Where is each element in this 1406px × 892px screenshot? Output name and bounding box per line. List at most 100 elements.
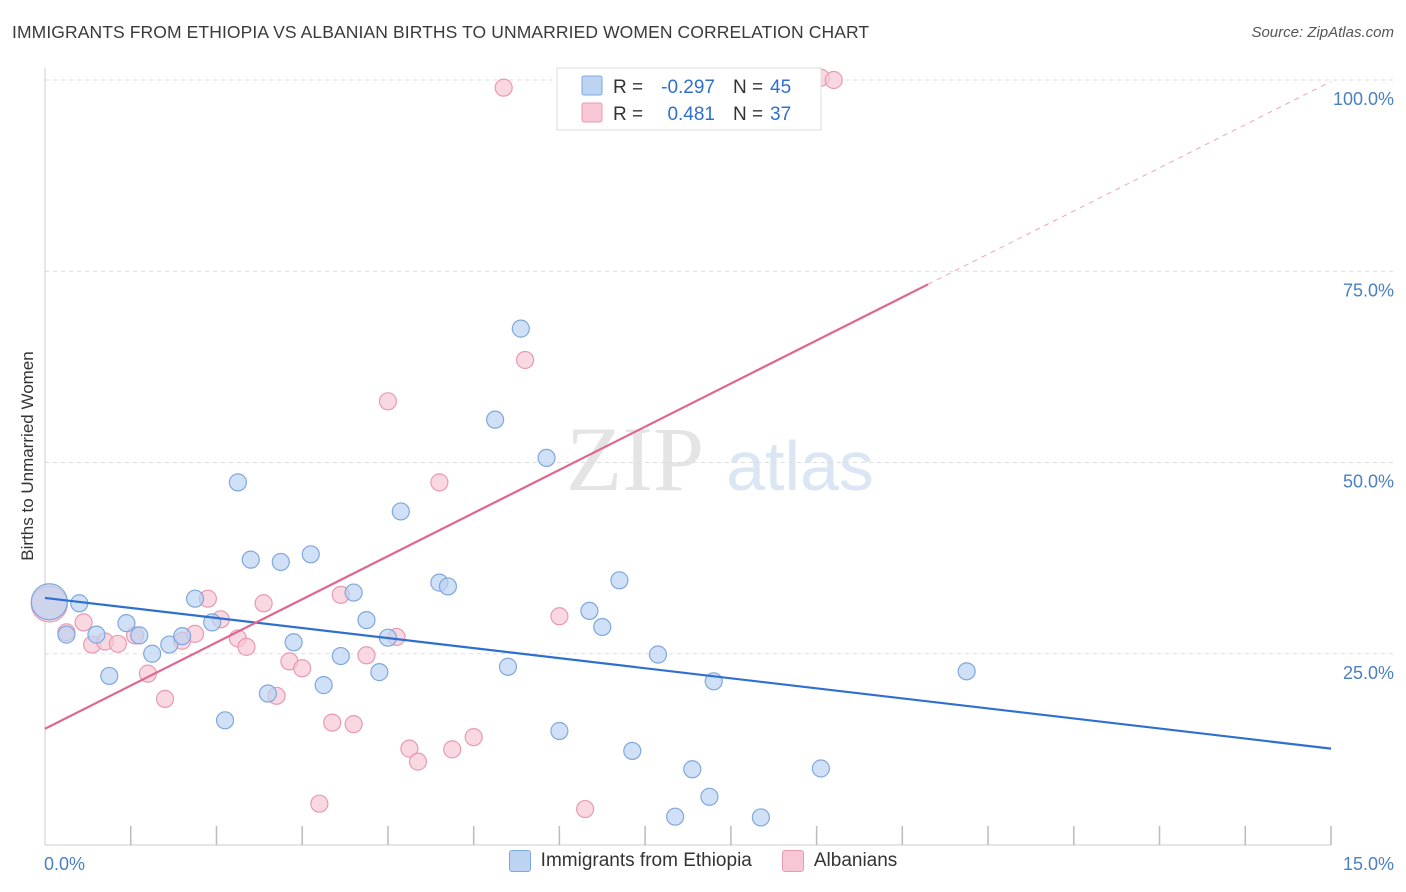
- x-tick-label-max: 15.0%: [1343, 854, 1394, 874]
- ethiopia-point: [331, 646, 350, 666]
- legend-n-label-albanians: N =: [733, 104, 763, 125]
- ethiopia-point: [700, 787, 719, 806]
- albanians-point: [254, 594, 273, 613]
- chart-title: IMMIGRANTS FROM ETHIOPIA VS ALBANIAN BIR…: [12, 22, 870, 42]
- ethiopia-point: [610, 571, 629, 590]
- ethiopia-point: [314, 676, 333, 695]
- ethiopia-point: [683, 760, 702, 779]
- ethiopia-point: [648, 645, 668, 664]
- albanians-trend-extension: [927, 81, 1332, 285]
- ethiopia-point: [357, 610, 376, 630]
- albanians-point: [310, 794, 329, 813]
- albanians-point: [576, 799, 595, 819]
- ethiopia-point: [751, 808, 770, 827]
- legend-swatch-albanians: [581, 102, 603, 123]
- legend-n-value-ethiopia: 45: [770, 77, 791, 98]
- ethiopia-point: [284, 633, 303, 652]
- albanians-point: [108, 634, 127, 653]
- legend-r-value-ethiopia: -0.297: [661, 77, 715, 98]
- series-legend-item-ethiopia: Immigrants from Ethiopia: [508, 850, 752, 872]
- ethiopia-point: [957, 662, 976, 681]
- y-tick-label: 100.0%: [1333, 89, 1394, 109]
- watermark-atlas: atlas: [726, 427, 874, 505]
- stats-legend: R = -0.297 N = 45 R = 0.481 N = 37: [556, 67, 822, 131]
- x-tick-label-min: 0.0%: [44, 854, 85, 874]
- series-label-albanians: Albanians: [813, 850, 898, 871]
- ethiopia-point: [185, 589, 205, 608]
- ethiopia-trend-line: [44, 596, 1332, 750]
- albanians-point: [378, 392, 398, 411]
- albanians-trend-line: [44, 283, 929, 730]
- ethiopia-point: [391, 502, 410, 521]
- source-label: Source: ZipAtlas.com: [1251, 24, 1394, 41]
- albanians-point: [400, 739, 419, 758]
- legend-r-value-albanians: 0.481: [667, 104, 715, 125]
- axes: [44, 68, 1331, 846]
- ethiopia-point: [511, 319, 530, 338]
- y-axis-tick-labels: 25.0% 50.0% 75.0% 100.0%: [1333, 89, 1394, 683]
- ethiopia-point: [550, 721, 569, 741]
- y-tick-label: 50.0%: [1343, 472, 1394, 492]
- legend-r-label-albanians: R =: [613, 104, 643, 125]
- series-swatch-ethiopia: [508, 850, 531, 872]
- x-axis-ticks: [129, 826, 1332, 845]
- ethiopia-point: [301, 545, 320, 564]
- ethiopia-point: [623, 741, 642, 761]
- ethiopia-point: [811, 759, 830, 778]
- ethiopia-point: [130, 626, 149, 645]
- ethiopia-point: [173, 627, 192, 646]
- albanians-point: [516, 350, 535, 370]
- albanians-point: [293, 659, 312, 678]
- albanians-point: [344, 715, 363, 734]
- albanians-point: [464, 728, 483, 747]
- albanians-point: [155, 689, 175, 708]
- ethiopia-point: [271, 552, 290, 572]
- y-tick-label: 75.0%: [1343, 280, 1394, 300]
- series-label-ethiopia: Immigrants from Ethiopia: [540, 850, 752, 871]
- ethiopia-point: [344, 583, 363, 602]
- ethiopia-point: [438, 577, 458, 596]
- ethiopia-point: [160, 635, 179, 654]
- trend-lines: [44, 81, 1332, 750]
- ethiopia-point: [537, 448, 556, 468]
- series-legend: Immigrants from Ethiopia Albanians: [0, 850, 1406, 872]
- albanians-point: [357, 646, 376, 665]
- albanians-point: [550, 607, 569, 626]
- ethiopia-point: [228, 473, 247, 492]
- ethiopia-point: [258, 684, 278, 703]
- ethiopia-point: [593, 617, 612, 637]
- albanians-point: [74, 613, 93, 632]
- ethiopia-point: [100, 666, 119, 686]
- legend-n-value-albanians: 37: [770, 104, 791, 125]
- legend-n-label-ethiopia: N =: [733, 77, 763, 98]
- albanians-point: [323, 713, 342, 732]
- ethiopia-point: [370, 663, 389, 682]
- ethiopia-point: [666, 807, 685, 826]
- series-swatch-albanians: [781, 850, 804, 872]
- albanians-point: [408, 752, 428, 771]
- ethiopia-point: [87, 625, 106, 644]
- ethiopia-point: [215, 711, 235, 730]
- ethiopia-point: [580, 601, 599, 621]
- legend-swatch-ethiopia: [581, 75, 603, 96]
- albanians-point: [237, 637, 256, 656]
- albanians-point: [824, 70, 843, 90]
- albanians-point: [443, 740, 462, 759]
- albanians-point: [430, 473, 449, 492]
- ethiopia-point: [498, 657, 518, 676]
- ethiopia-point: [241, 550, 260, 569]
- watermark-zip: ZIP: [566, 408, 704, 510]
- y-tick-label: 25.0%: [1343, 663, 1394, 683]
- ethiopia-point: [57, 625, 76, 644]
- series-legend-item-albanians: Albanians: [781, 850, 898, 872]
- ethiopia-point: [30, 583, 68, 621]
- ethiopia-point: [486, 410, 505, 429]
- ethiopia-point: [143, 644, 162, 663]
- y-axis-title: Births to Unmarried Women: [18, 351, 37, 560]
- ethiopia-points: [30, 319, 976, 827]
- ethiopia-point: [117, 614, 136, 633]
- albanians-point: [494, 78, 513, 97]
- legend-r-label-ethiopia: R =: [613, 77, 643, 98]
- albanians-points: [30, 68, 843, 819]
